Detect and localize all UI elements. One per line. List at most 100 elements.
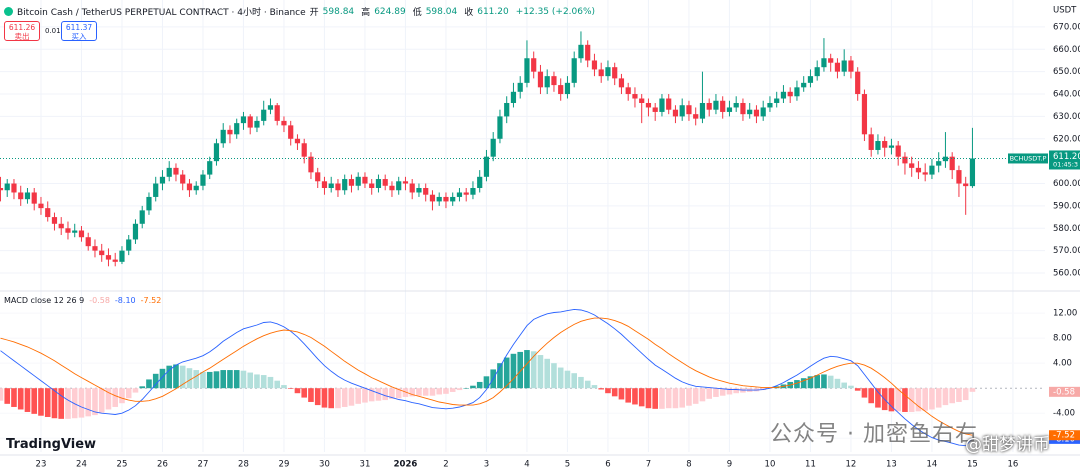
- y-tick-label: 670.00: [1053, 22, 1080, 32]
- histogram-bar: [220, 370, 227, 389]
- buy-button[interactable]: 611.37 买入: [61, 21, 97, 41]
- histogram-bar: [537, 355, 544, 389]
- candle-body: [348, 179, 355, 186]
- candle-body: [409, 183, 415, 193]
- histogram-bar: [929, 388, 935, 410]
- x-tick-label: 25: [117, 460, 128, 470]
- candle-body: [132, 223, 139, 240]
- y-tick-label: 600.00: [1053, 179, 1080, 189]
- candle-body: [18, 192, 24, 200]
- candle-body: [895, 145, 901, 157]
- candle-body: [510, 91, 517, 103]
- histogram-bar: [794, 380, 800, 389]
- histogram-bar: [308, 388, 314, 402]
- histogram-bar: [497, 363, 503, 389]
- candle-body: [517, 82, 523, 92]
- ohlc-value: 611.20: [477, 6, 509, 17]
- candle-body: [328, 183, 334, 188]
- y-tick-label: -4.00: [1053, 409, 1075, 419]
- macd-legend: MACD close 12 26 9 -0.58 -8.10 -7.52: [4, 296, 161, 305]
- candle-body: [659, 98, 665, 112]
- candle-body: [234, 123, 240, 135]
- candle-body: [747, 109, 753, 115]
- histogram-bar: [105, 388, 112, 410]
- x-tick-label: 27: [198, 460, 209, 470]
- candle-body: [760, 107, 766, 117]
- candle-body: [794, 87, 800, 97]
- histogram-bar: [524, 350, 530, 389]
- candle-body: [220, 129, 226, 144]
- candle-body: [105, 255, 112, 260]
- histogram-bar: [281, 385, 287, 389]
- histogram-bar: [854, 388, 861, 391]
- histogram-bar: [530, 351, 537, 389]
- x-tick-label: 2026: [394, 460, 418, 470]
- histogram-bar: [632, 388, 638, 405]
- x-tick-label: 9: [727, 460, 732, 470]
- histogram-bar: [422, 388, 429, 396]
- legend-value: -0.58: [89, 296, 110, 305]
- x-tick-label: 30: [319, 460, 330, 470]
- candle-body: [774, 98, 780, 103]
- candle-body: [929, 165, 935, 175]
- candle-body: [153, 183, 159, 197]
- histogram-bar: [274, 380, 281, 389]
- candle-body: [652, 107, 658, 112]
- candle-body: [558, 85, 564, 95]
- histogram-bar: [206, 371, 213, 389]
- histogram-bar: [267, 376, 274, 389]
- candle-body: [294, 138, 301, 144]
- candle-body: [706, 102, 712, 110]
- y-unit: USDT: [1053, 6, 1077, 16]
- candle-body: [639, 98, 645, 103]
- candle-body: [139, 210, 145, 224]
- histogram-bar: [139, 386, 146, 389]
- histogram-bar: [409, 388, 416, 397]
- sell-price: 611.26: [8, 23, 36, 32]
- candle-body: [11, 183, 17, 193]
- x-tick-label: 10: [765, 460, 776, 470]
- histogram-bar: [706, 388, 712, 399]
- price-tag-countdown: 01:45:3: [1053, 160, 1078, 168]
- histogram-bar: [449, 388, 456, 392]
- histogram-bar: [429, 388, 436, 396]
- histogram-bar: [152, 373, 159, 389]
- sell-button[interactable]: 611.26 卖出: [4, 21, 40, 41]
- price-tag-value: 611.20: [1053, 152, 1080, 162]
- candle-body: [598, 69, 604, 77]
- x-tick-label: 12: [846, 460, 857, 470]
- histogram-bar: [125, 388, 132, 399]
- candle-body: [936, 161, 942, 166]
- candle-body: [544, 76, 550, 88]
- candle-body: [470, 187, 476, 195]
- candle-body: [288, 125, 294, 139]
- histogram-bar: [294, 388, 301, 394]
- candle-body: [389, 185, 395, 191]
- y-tick-label: 640.00: [1053, 90, 1080, 100]
- candle-body: [173, 167, 179, 175]
- histogram-bar: [652, 388, 659, 409]
- histogram-bar: [301, 388, 308, 398]
- candle-body: [65, 228, 71, 233]
- histogram-bar: [227, 370, 233, 389]
- x-tick-label: 4: [524, 460, 529, 470]
- ohlc-label: 开: [309, 8, 319, 18]
- ohlc-label: 高: [361, 8, 371, 18]
- candle-body: [315, 172, 321, 182]
- candle-body: [733, 102, 739, 108]
- histogram-bar: [625, 388, 632, 403]
- candle-body: [0, 187, 4, 191]
- candle-body: [274, 105, 280, 121]
- x-tick-label: 16: [1008, 460, 1019, 470]
- histogram-bar: [240, 370, 247, 389]
- candle-body: [686, 105, 692, 115]
- candle-body: [679, 105, 685, 117]
- candle-body: [436, 196, 442, 202]
- x-tick-label: 3: [484, 460, 489, 470]
- histogram-bar: [173, 364, 179, 389]
- candle-body: [321, 181, 328, 188]
- x-tick-label: 8: [686, 460, 691, 470]
- symbol-tag-text: BCHUSDT.P: [1010, 154, 1047, 162]
- histogram-bar: [314, 388, 321, 406]
